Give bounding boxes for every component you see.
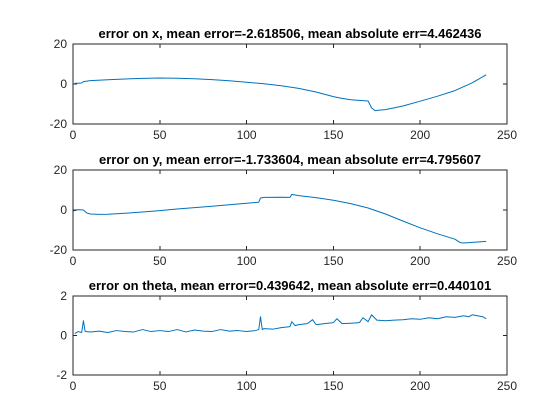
y-tick-label-1-2: 20 xyxy=(54,37,68,51)
y-tick-label-3-0: -2 xyxy=(56,368,67,382)
x-tick-label-3-3: 150 xyxy=(323,379,343,393)
x-tick-label-1-3: 150 xyxy=(323,128,343,142)
series-line-1-1 xyxy=(74,74,487,112)
axes-box-3 xyxy=(72,295,508,376)
x-tick-label-2-2: 100 xyxy=(237,254,257,268)
x-tick-label-2-5: 250 xyxy=(497,254,517,268)
x-tick-label-2-1: 50 xyxy=(153,254,167,268)
x-tick-label-1-1: 50 xyxy=(153,128,167,142)
y-tick-label-3-2: 2 xyxy=(60,289,67,303)
axes-box-1 xyxy=(72,43,508,125)
x-tick-label-3-1: 50 xyxy=(153,379,167,393)
x-tick-label-3-5: 250 xyxy=(497,379,517,393)
series-line-2-1 xyxy=(72,193,487,244)
x-tick-label-1-2: 100 xyxy=(237,128,257,142)
y-tick-label-2-2: 20 xyxy=(54,163,68,177)
chart-title-3: error on theta, mean error=0.439642, mea… xyxy=(89,278,492,293)
x-tick-label-3-2: 100 xyxy=(237,379,257,393)
chart-title-1: error on x, mean error=-2.618506, mean a… xyxy=(99,26,482,41)
y-tick-label-2-1: 0 xyxy=(60,203,67,217)
y-tick-label-2-0: -20 xyxy=(50,243,68,257)
x-tick-label-3-0: 0 xyxy=(70,379,77,393)
x-tick-label-2-0: 0 xyxy=(70,254,77,268)
x-tick-label-2-3: 150 xyxy=(323,254,343,268)
x-tick-label-3-4: 200 xyxy=(410,379,430,393)
series-line-3-1 xyxy=(74,314,487,334)
chart-title-2: error on y, mean error=-1.733604, mean a… xyxy=(99,152,481,167)
x-tick-label-2-4: 200 xyxy=(410,254,430,268)
axes-box-2 xyxy=(72,169,508,251)
y-tick-label-3-1: 0 xyxy=(60,329,67,343)
y-tick-label-1-0: -20 xyxy=(50,117,68,131)
y-tick-label-1-1: 0 xyxy=(60,77,67,91)
x-tick-label-1-4: 200 xyxy=(410,128,430,142)
x-tick-label-1-5: 250 xyxy=(497,128,517,142)
x-tick-label-1-0: 0 xyxy=(70,128,77,142)
